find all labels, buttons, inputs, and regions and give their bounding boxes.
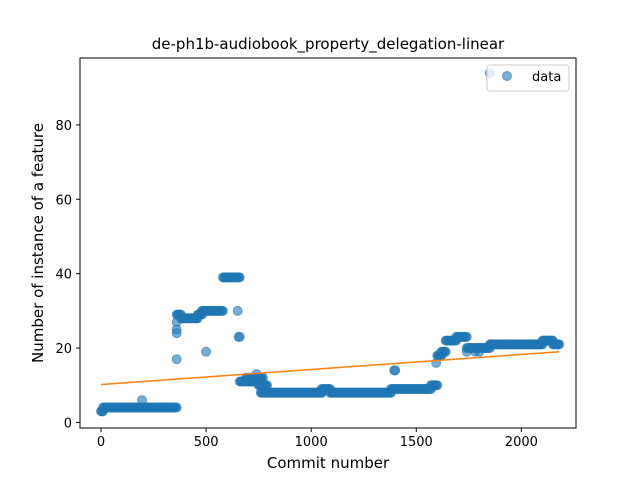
data-point <box>232 305 243 316</box>
data-point <box>234 272 245 283</box>
series-data <box>96 67 565 417</box>
legend-marker-data <box>502 71 512 81</box>
data-point <box>97 406 108 417</box>
y-tick-label: 20 <box>55 342 72 357</box>
data-point <box>390 365 401 376</box>
data-point <box>474 346 485 357</box>
axis-ticks: 0 500 1000 1500 2000 0 20 40 60 80 <box>55 119 537 450</box>
y-tick-label: 80 <box>55 119 72 134</box>
data-point <box>316 387 327 398</box>
x-axis-title: Commit number <box>267 454 390 472</box>
x-tick-label: 1000 <box>295 435 328 450</box>
data-point <box>461 346 472 357</box>
data-point <box>461 331 472 342</box>
data-point <box>256 387 267 398</box>
data-point <box>432 380 443 391</box>
legend: data <box>486 64 570 92</box>
x-tick-label: 500 <box>194 435 219 450</box>
x-tick-label: 2000 <box>505 435 538 450</box>
y-tick-label: 60 <box>55 193 72 208</box>
data-point <box>171 317 182 328</box>
chart-title: de-ph1b-audiobook_property_delegation-li… <box>152 35 505 54</box>
data-point <box>137 395 147 406</box>
data-point <box>554 339 565 350</box>
data-point <box>234 331 245 342</box>
y-tick-label: 0 <box>64 416 72 431</box>
data-point <box>171 354 182 365</box>
fit-line <box>100 351 560 386</box>
data-point <box>171 402 182 413</box>
x-tick-label: 0 <box>97 435 105 450</box>
data-point <box>434 350 445 361</box>
axes-frame <box>79 57 577 429</box>
plot-area <box>96 67 565 417</box>
y-tick-label: 40 <box>55 268 72 283</box>
y-axis-title: Number of instance of a feature <box>29 123 47 363</box>
legend-label-data: data <box>532 70 561 85</box>
x-tick-label: 1500 <box>400 435 433 450</box>
data-point <box>201 346 212 357</box>
data-point <box>217 305 228 316</box>
